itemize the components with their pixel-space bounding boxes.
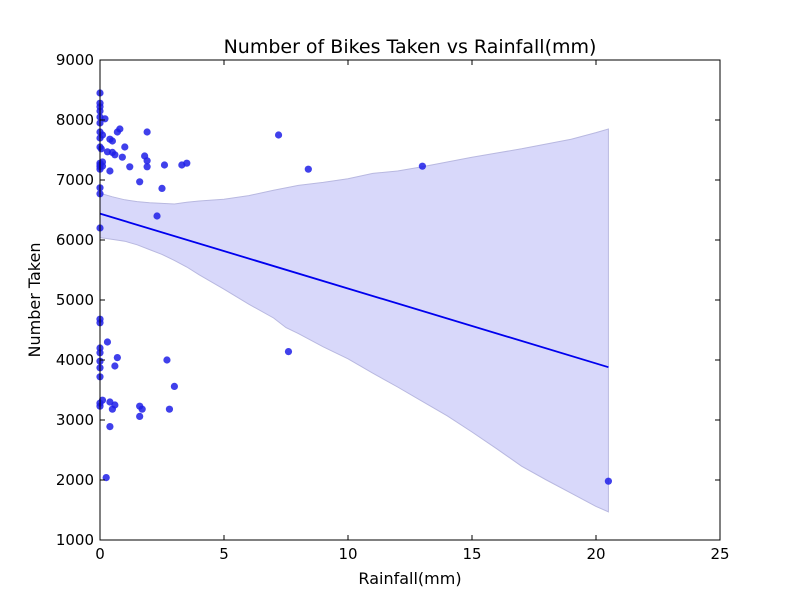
y-tick-label: 4000 xyxy=(56,351,94,369)
data-point xyxy=(165,405,174,413)
x-tick-label: 10 xyxy=(338,545,357,563)
data-point xyxy=(118,153,126,161)
data-point xyxy=(108,137,116,145)
data-point xyxy=(418,162,426,170)
data-point xyxy=(158,184,166,192)
data-point xyxy=(98,162,107,170)
confidence-band-layer xyxy=(99,128,609,513)
data-point xyxy=(136,412,144,420)
data-point xyxy=(121,143,129,151)
x-axis-ticks: 0 5 10 15 20 25 xyxy=(95,60,730,563)
data-point xyxy=(153,212,161,220)
data-point xyxy=(284,348,293,356)
data-point xyxy=(143,157,151,165)
data-point xyxy=(274,131,283,139)
chart-title: Number of Bikes Taken vs Rainfall(mm) xyxy=(224,36,597,58)
data-point xyxy=(103,338,112,346)
y-axis-ticks: 1000 2000 3000 4000 5000 6000 7000 8000 9000 xyxy=(56,51,720,549)
data-point xyxy=(170,382,178,390)
data-point xyxy=(138,405,146,413)
data-point xyxy=(604,477,613,485)
data-point xyxy=(106,167,114,175)
confidence-band xyxy=(99,128,609,513)
data-point xyxy=(304,165,312,173)
regression-line-layer xyxy=(99,212,609,369)
data-point xyxy=(102,474,110,482)
x-tick-label: 5 xyxy=(219,545,229,563)
data-point xyxy=(98,396,107,404)
data-point xyxy=(97,145,105,153)
data-point xyxy=(98,131,107,139)
data-point xyxy=(183,159,191,167)
y-tick-label: 1000 xyxy=(56,531,94,549)
data-point xyxy=(101,115,109,123)
data-point xyxy=(111,362,119,370)
data-point xyxy=(143,128,151,136)
data-point xyxy=(136,178,144,186)
y-tick-label: 6000 xyxy=(56,231,94,249)
data-point xyxy=(111,401,119,409)
y-axis-label: Number Taken xyxy=(25,243,44,358)
y-tick-label: 7000 xyxy=(56,171,94,189)
x-tick-label: 20 xyxy=(586,545,605,563)
x-tick-label: 15 xyxy=(462,545,481,563)
x-axis-label: Rainfall(mm) xyxy=(358,569,461,588)
data-point xyxy=(163,356,171,364)
y-tick-label: 5000 xyxy=(56,291,94,309)
y-tick-label: 2000 xyxy=(56,471,94,489)
data-point xyxy=(106,423,114,431)
x-tick-label: 25 xyxy=(710,545,729,563)
data-point xyxy=(143,163,151,171)
x-tick-label: 0 xyxy=(95,545,105,563)
data-point xyxy=(113,354,121,362)
data-point xyxy=(111,151,119,159)
data-point xyxy=(160,161,169,169)
y-tick-label: 9000 xyxy=(56,51,94,69)
y-tick-label: 8000 xyxy=(56,111,94,129)
data-point xyxy=(126,163,134,171)
regression-line xyxy=(99,212,609,369)
data-point xyxy=(116,125,124,133)
y-tick-label: 3000 xyxy=(56,411,94,429)
